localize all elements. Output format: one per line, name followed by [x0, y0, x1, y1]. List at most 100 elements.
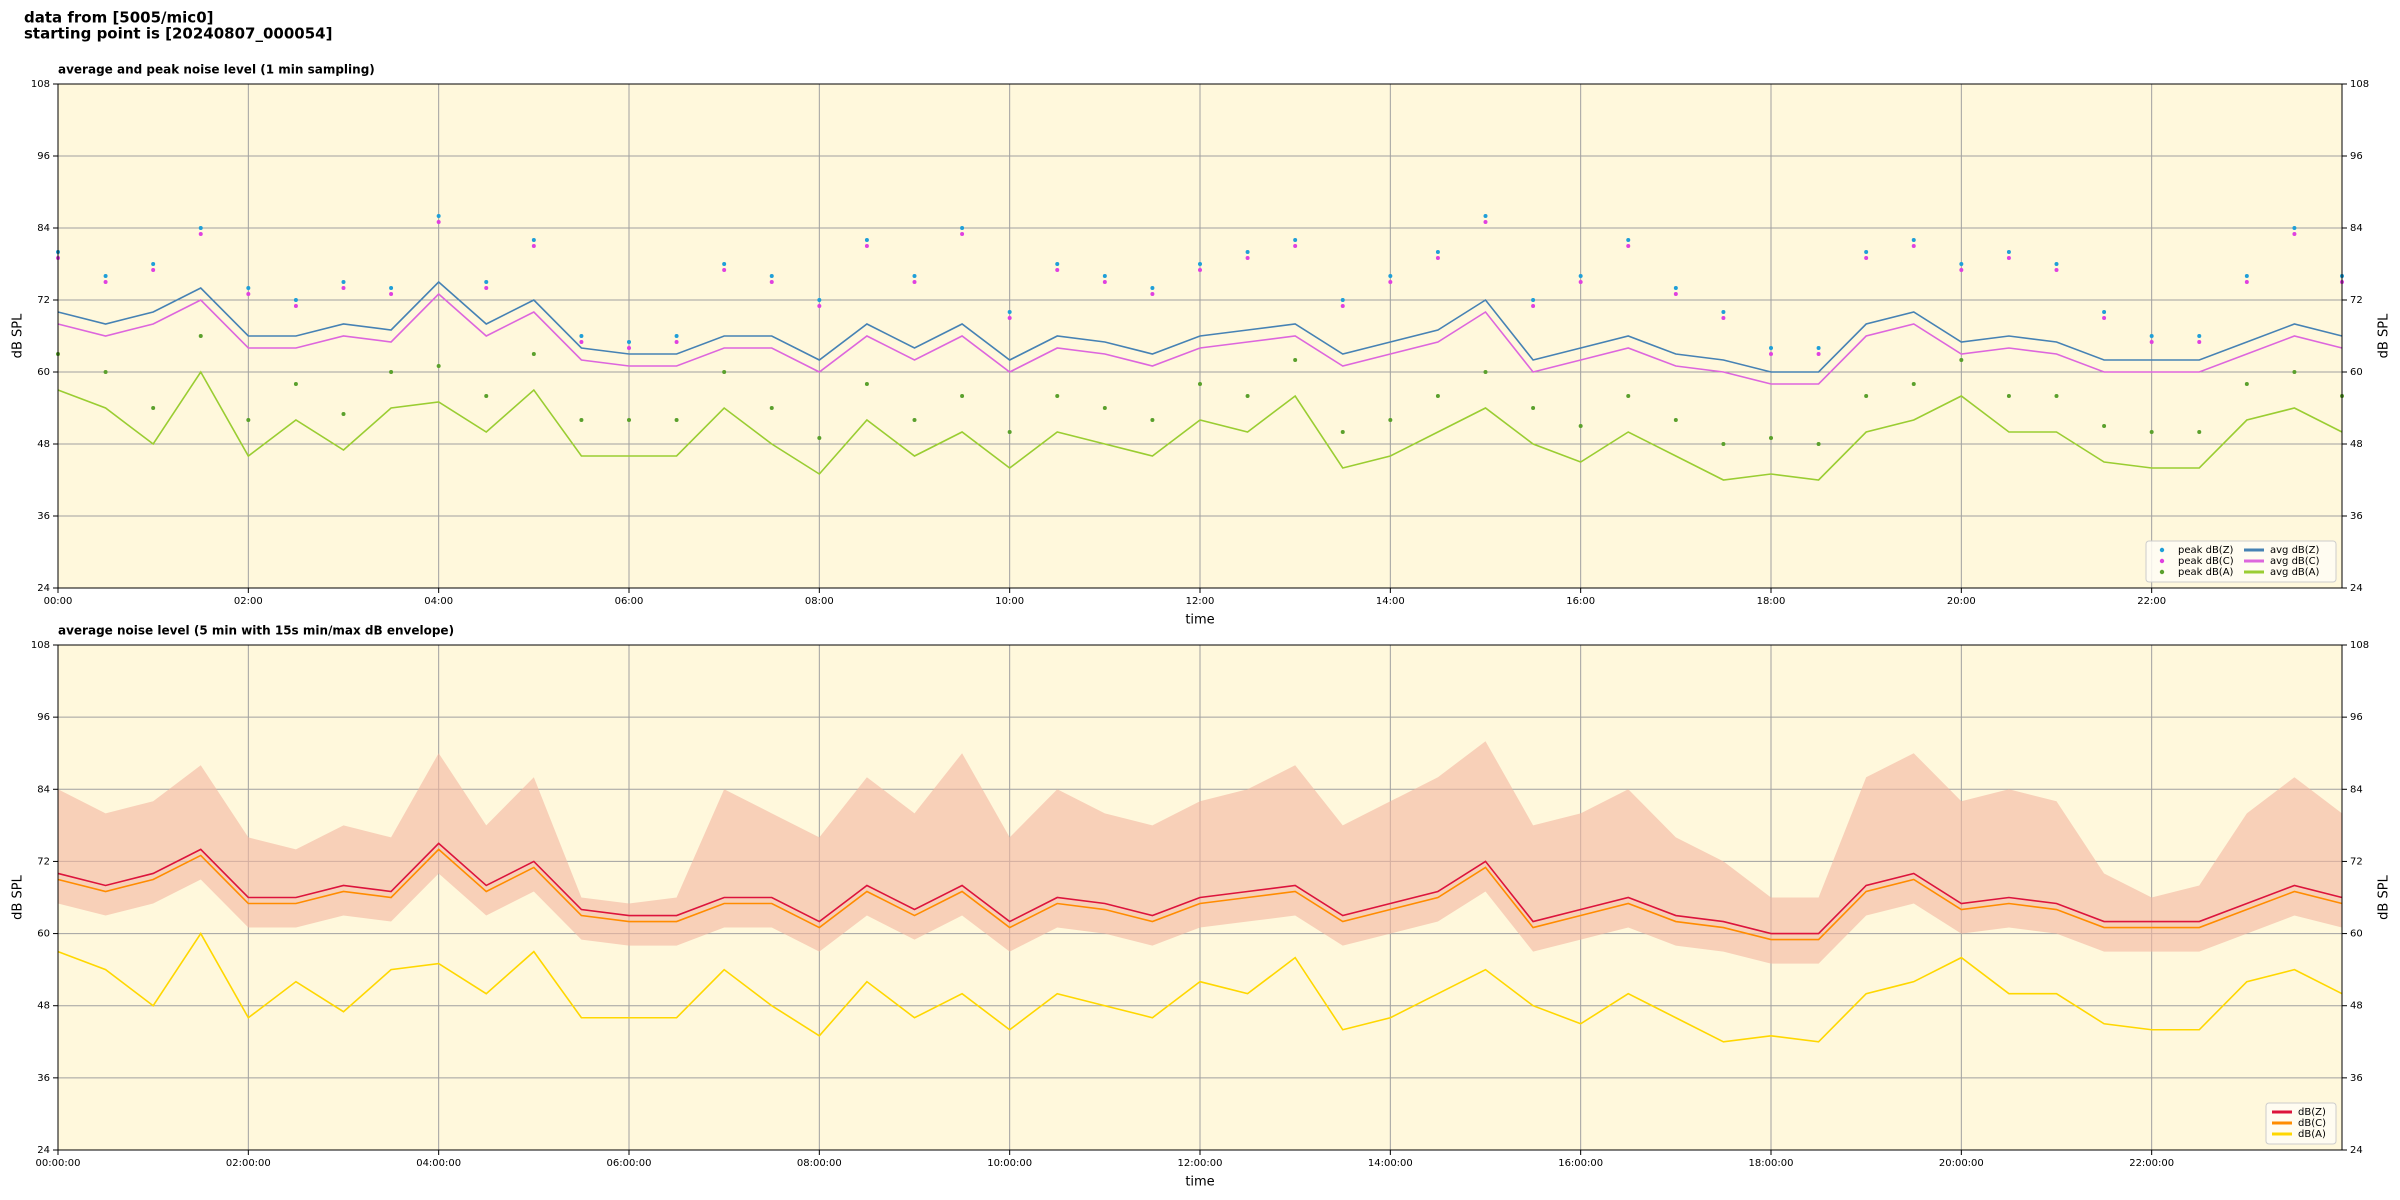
x-tick-label: 12:00:00 — [1178, 1158, 1223, 1169]
peak-point — [1673, 286, 1678, 290]
y2-tick-label: 84 — [2350, 223, 2363, 234]
peak-point — [1198, 262, 1202, 266]
header-line: starting point is [20240807_000054] — [24, 25, 332, 43]
x-tick-label: 14:00:00 — [1368, 1158, 1413, 1169]
peak-point — [960, 394, 965, 398]
peak-point — [1626, 244, 1631, 248]
peak-point — [2292, 226, 2297, 230]
legend-label: avg dB(A) — [2270, 567, 2320, 578]
peak-point — [2149, 430, 2154, 434]
x-tick-label: 16:00 — [1566, 596, 1595, 607]
peak-point — [722, 262, 727, 266]
peak-point — [912, 280, 917, 284]
peak-point — [579, 334, 584, 338]
legend-label: peak dB(C) — [2178, 556, 2234, 567]
peak-point — [1435, 256, 1440, 260]
series-line — [57, 370, 2343, 481]
x-tick-label: 20:00 — [1947, 596, 1976, 607]
peak-point — [1388, 280, 1393, 284]
peak-point — [1864, 256, 1869, 260]
peak-point — [1531, 298, 1536, 302]
x-tick-label: 04:00:00 — [416, 1158, 461, 1169]
peak-point — [1864, 394, 1869, 398]
peak-point — [484, 280, 489, 284]
x-tick-label: 02:00:00 — [226, 1158, 271, 1169]
legend-box — [2145, 540, 2337, 583]
peak-point — [2149, 334, 2154, 338]
peak-point — [246, 286, 251, 290]
peak-point — [1483, 220, 1488, 224]
peak-point — [1578, 424, 1583, 428]
peak-point — [2197, 340, 2202, 344]
y2-tick-label: 72 — [2350, 856, 2363, 867]
peak-point — [1769, 346, 1773, 350]
peak-point — [1150, 286, 1155, 290]
y2-tick-label: 72 — [2350, 295, 2363, 306]
peak-point — [103, 274, 108, 278]
peak-point — [1245, 256, 1250, 260]
peak-point — [1293, 238, 1298, 242]
chart-title: average noise level (5 min with 15s min/… — [58, 624, 454, 638]
peak-point — [864, 238, 869, 242]
series-line — [57, 292, 2343, 385]
peak-point — [293, 304, 298, 308]
peak-point — [1435, 250, 1440, 254]
y-axis-label: dB SPL — [11, 313, 26, 358]
y2-tick-label: 48 — [2350, 439, 2363, 450]
peak-point — [151, 406, 156, 410]
peak-point — [246, 418, 251, 422]
peak-point — [912, 418, 917, 422]
peak-point — [1102, 274, 1107, 278]
peak-point — [817, 298, 822, 302]
x-tick-label: 02:00 — [234, 596, 263, 607]
peak-point — [1198, 268, 1202, 272]
peak-point — [2149, 340, 2154, 344]
legend-marker — [2159, 558, 2165, 564]
peak-point — [1293, 358, 1298, 362]
y-tick-label: 48 — [37, 439, 50, 450]
peak-point — [1816, 442, 1821, 446]
peak-point — [1007, 310, 1012, 314]
peak-point — [436, 364, 441, 368]
x-axis-label: time — [1185, 613, 1214, 628]
peak-point — [2054, 262, 2059, 266]
y-tick-label: 48 — [37, 1001, 50, 1012]
x-tick-label: 14:00 — [1376, 596, 1405, 607]
peak-point — [2292, 370, 2297, 374]
peak-point — [1769, 436, 1773, 440]
y2-tick-label: 36 — [2350, 1073, 2363, 1084]
y2-tick-label: 48 — [2350, 1001, 2363, 1012]
peak-point — [484, 394, 489, 398]
y2-axis-label: dB SPL — [2377, 874, 2392, 919]
series-line — [57, 932, 2343, 1043]
x-tick-label: 00:00:00 — [36, 1158, 81, 1169]
x-tick-label: 18:00:00 — [1749, 1158, 1794, 1169]
peak-point — [2244, 274, 2249, 278]
x-tick-label: 06:00 — [615, 596, 644, 607]
y2-tick-label: 36 — [2350, 511, 2363, 522]
peak-point — [341, 412, 346, 416]
peak-point — [1864, 250, 1869, 254]
x-tick-label: 08:00:00 — [797, 1158, 842, 1169]
y2-tick-label: 24 — [2350, 1145, 2363, 1156]
peak-point — [817, 436, 822, 440]
peak-point — [1673, 292, 1678, 296]
peak-point — [2054, 394, 2059, 398]
peak-point — [531, 352, 536, 356]
peak-point — [1816, 346, 1821, 350]
envelope-band — [58, 741, 2342, 964]
y-tick-label: 24 — [37, 583, 50, 594]
peak-point — [769, 280, 774, 284]
y-tick-label: 84 — [37, 223, 50, 234]
x-tick-label: 06:00:00 — [607, 1158, 652, 1169]
chart-title: average and peak noise level (1 min samp… — [58, 63, 375, 77]
peak-point — [293, 298, 298, 302]
peak-point — [293, 382, 298, 386]
y-tick-label: 96 — [37, 151, 50, 162]
peak-point — [389, 286, 394, 290]
y-tick-label: 36 — [37, 511, 50, 522]
x-tick-label: 04:00 — [424, 596, 453, 607]
peak-point — [1245, 394, 1250, 398]
y-tick-label: 24 — [37, 1145, 50, 1156]
